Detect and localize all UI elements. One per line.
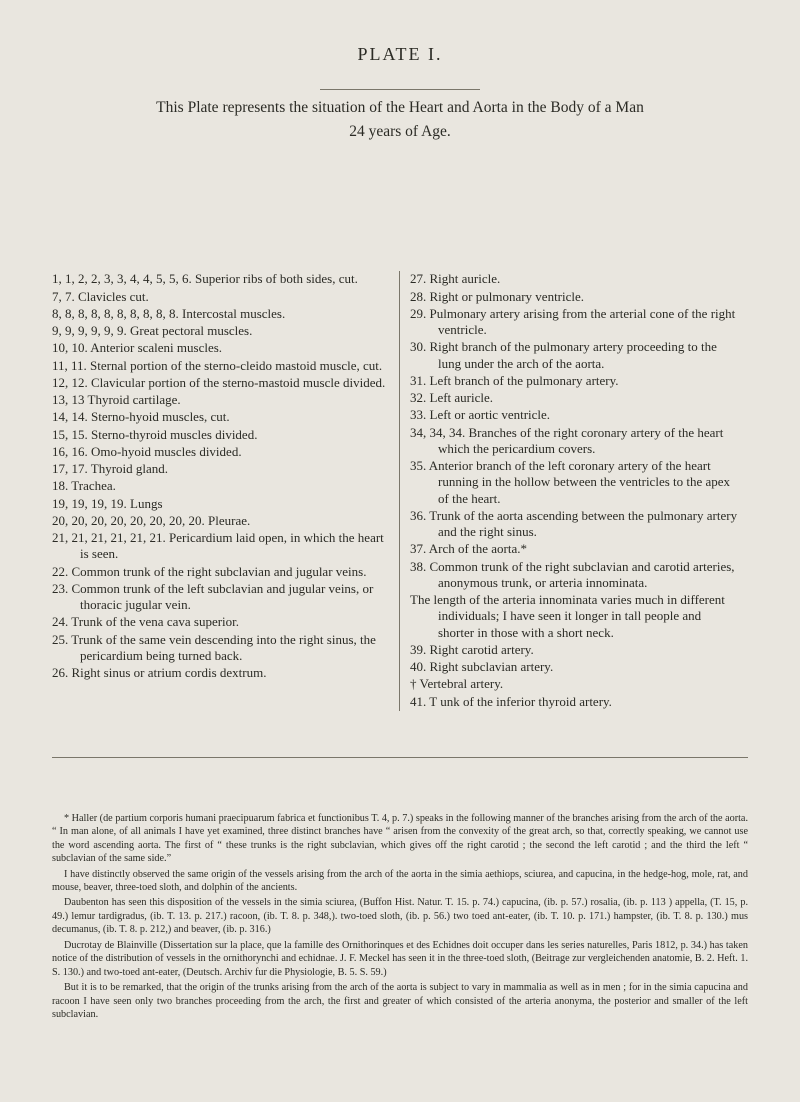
list-entry: 14, 14. Sterno-hyoid muscles, cut. xyxy=(52,409,389,425)
list-entry: 28. Right or pulmonary ventricle. xyxy=(410,289,740,305)
list-entry: 39. Right carotid artery. xyxy=(410,642,740,658)
page: PLATE I. This Plate represents the situa… xyxy=(0,0,800,1102)
list-entry: 33. Left or aortic ventricle. xyxy=(410,407,740,423)
footnote-paragraph: But it is to be remarked, that the origi… xyxy=(52,981,748,1021)
list-entry: 37. Arch of the aorta.* xyxy=(410,541,740,557)
title-rule xyxy=(320,89,480,90)
list-entry: 7, 7. Clavicles cut. xyxy=(52,289,389,305)
footnote: * Haller (de partium corporis humani pra… xyxy=(52,812,748,1022)
list-entry: 8, 8, 8, 8, 8, 8, 8, 8, 8, 8. Intercosta… xyxy=(52,306,389,322)
headline: This Plate represents the situation of t… xyxy=(52,96,748,119)
list-entry: 31. Left branch of the pulmonary artery. xyxy=(410,373,740,389)
footnote-paragraph: Ducrotay de Blainville (Dissertation sur… xyxy=(52,939,748,979)
list-entry: 34, 34, 34. Branches of the right corona… xyxy=(410,425,740,458)
subhead: 24 years of Age. xyxy=(52,123,748,141)
list-entry: 36. Trunk of the aorta ascending between… xyxy=(410,508,740,541)
footnote-paragraph: * Haller (de partium corporis humani pra… xyxy=(52,812,748,866)
footnote-rule xyxy=(52,757,748,758)
list-entry: 15, 15. Sterno-thyroid muscles divided. xyxy=(52,427,389,443)
list-entry: 20, 20, 20, 20, 20, 20, 20, 20. Pleurae. xyxy=(52,513,389,529)
list-entry: The length of the arteria innominata var… xyxy=(410,592,740,641)
list-entry: † Vertebral artery. xyxy=(410,676,740,692)
footnote-paragraph: Daubenton has seen this disposition of t… xyxy=(52,896,748,936)
list-entry: 13, 13 Thyroid cartilage. xyxy=(52,392,389,408)
list-entry: 26. Right sinus or atrium cordis dextrum… xyxy=(52,665,389,681)
list-entry: 21, 21, 21, 21, 21, 21. Pericardium laid… xyxy=(52,530,389,563)
plate-label: PLATE I. xyxy=(52,44,748,65)
two-column-list: 1, 1, 2, 2, 3, 3, 4, 4, 5, 5, 6. Superio… xyxy=(52,271,748,711)
list-entry: 9, 9, 9, 9, 9, 9. Great pectoral muscles… xyxy=(52,323,389,339)
list-entry: 27. Right auricle. xyxy=(410,271,740,287)
list-entry: 40. Right subclavian artery. xyxy=(410,659,740,675)
list-entry: 24. Trunk of the vena cava superior. xyxy=(52,614,389,630)
list-entry: 1, 1, 2, 2, 3, 3, 4, 4, 5, 5, 6. Superio… xyxy=(52,271,389,287)
left-column: 1, 1, 2, 2, 3, 3, 4, 4, 5, 5, 6. Superio… xyxy=(52,271,400,711)
list-entry: 25. Trunk of the same vein descending in… xyxy=(52,632,389,665)
list-entry: 16, 16. Omo-hyoid muscles divided. xyxy=(52,444,389,460)
list-entry: 30. Right branch of the pulmonary artery… xyxy=(410,339,740,372)
list-entry: 17, 17. Thyroid gland. xyxy=(52,461,389,477)
footnote-paragraph: I have distinctly observed the same orig… xyxy=(52,868,748,895)
list-entry: 10, 10. Anterior scaleni muscles. xyxy=(52,340,389,356)
list-entry: 32. Left auricle. xyxy=(410,390,740,406)
list-entry: 22. Common trunk of the right subclavian… xyxy=(52,564,389,580)
list-entry: 38. Common trunk of the right subclavian… xyxy=(410,559,740,592)
list-entry: 11, 11. Sternal portion of the sterno-cl… xyxy=(52,358,389,374)
list-entry: 23. Common trunk of the left subclavian … xyxy=(52,581,389,614)
list-entry: 12, 12. Clavicular portion of the sterno… xyxy=(52,375,389,391)
list-entry: 18. Trachea. xyxy=(52,478,389,494)
right-column: 27. Right auricle. 28. Right or pulmonary… xyxy=(400,271,748,711)
list-entry: 29. Pulmonary artery arising from the ar… xyxy=(410,306,740,339)
list-entry: 41. T unk of the inferior thyroid artery… xyxy=(410,694,740,710)
list-entry: 19, 19, 19, 19. Lungs xyxy=(52,496,389,512)
list-entry: 35. Anterior branch of the left coronary… xyxy=(410,458,740,507)
